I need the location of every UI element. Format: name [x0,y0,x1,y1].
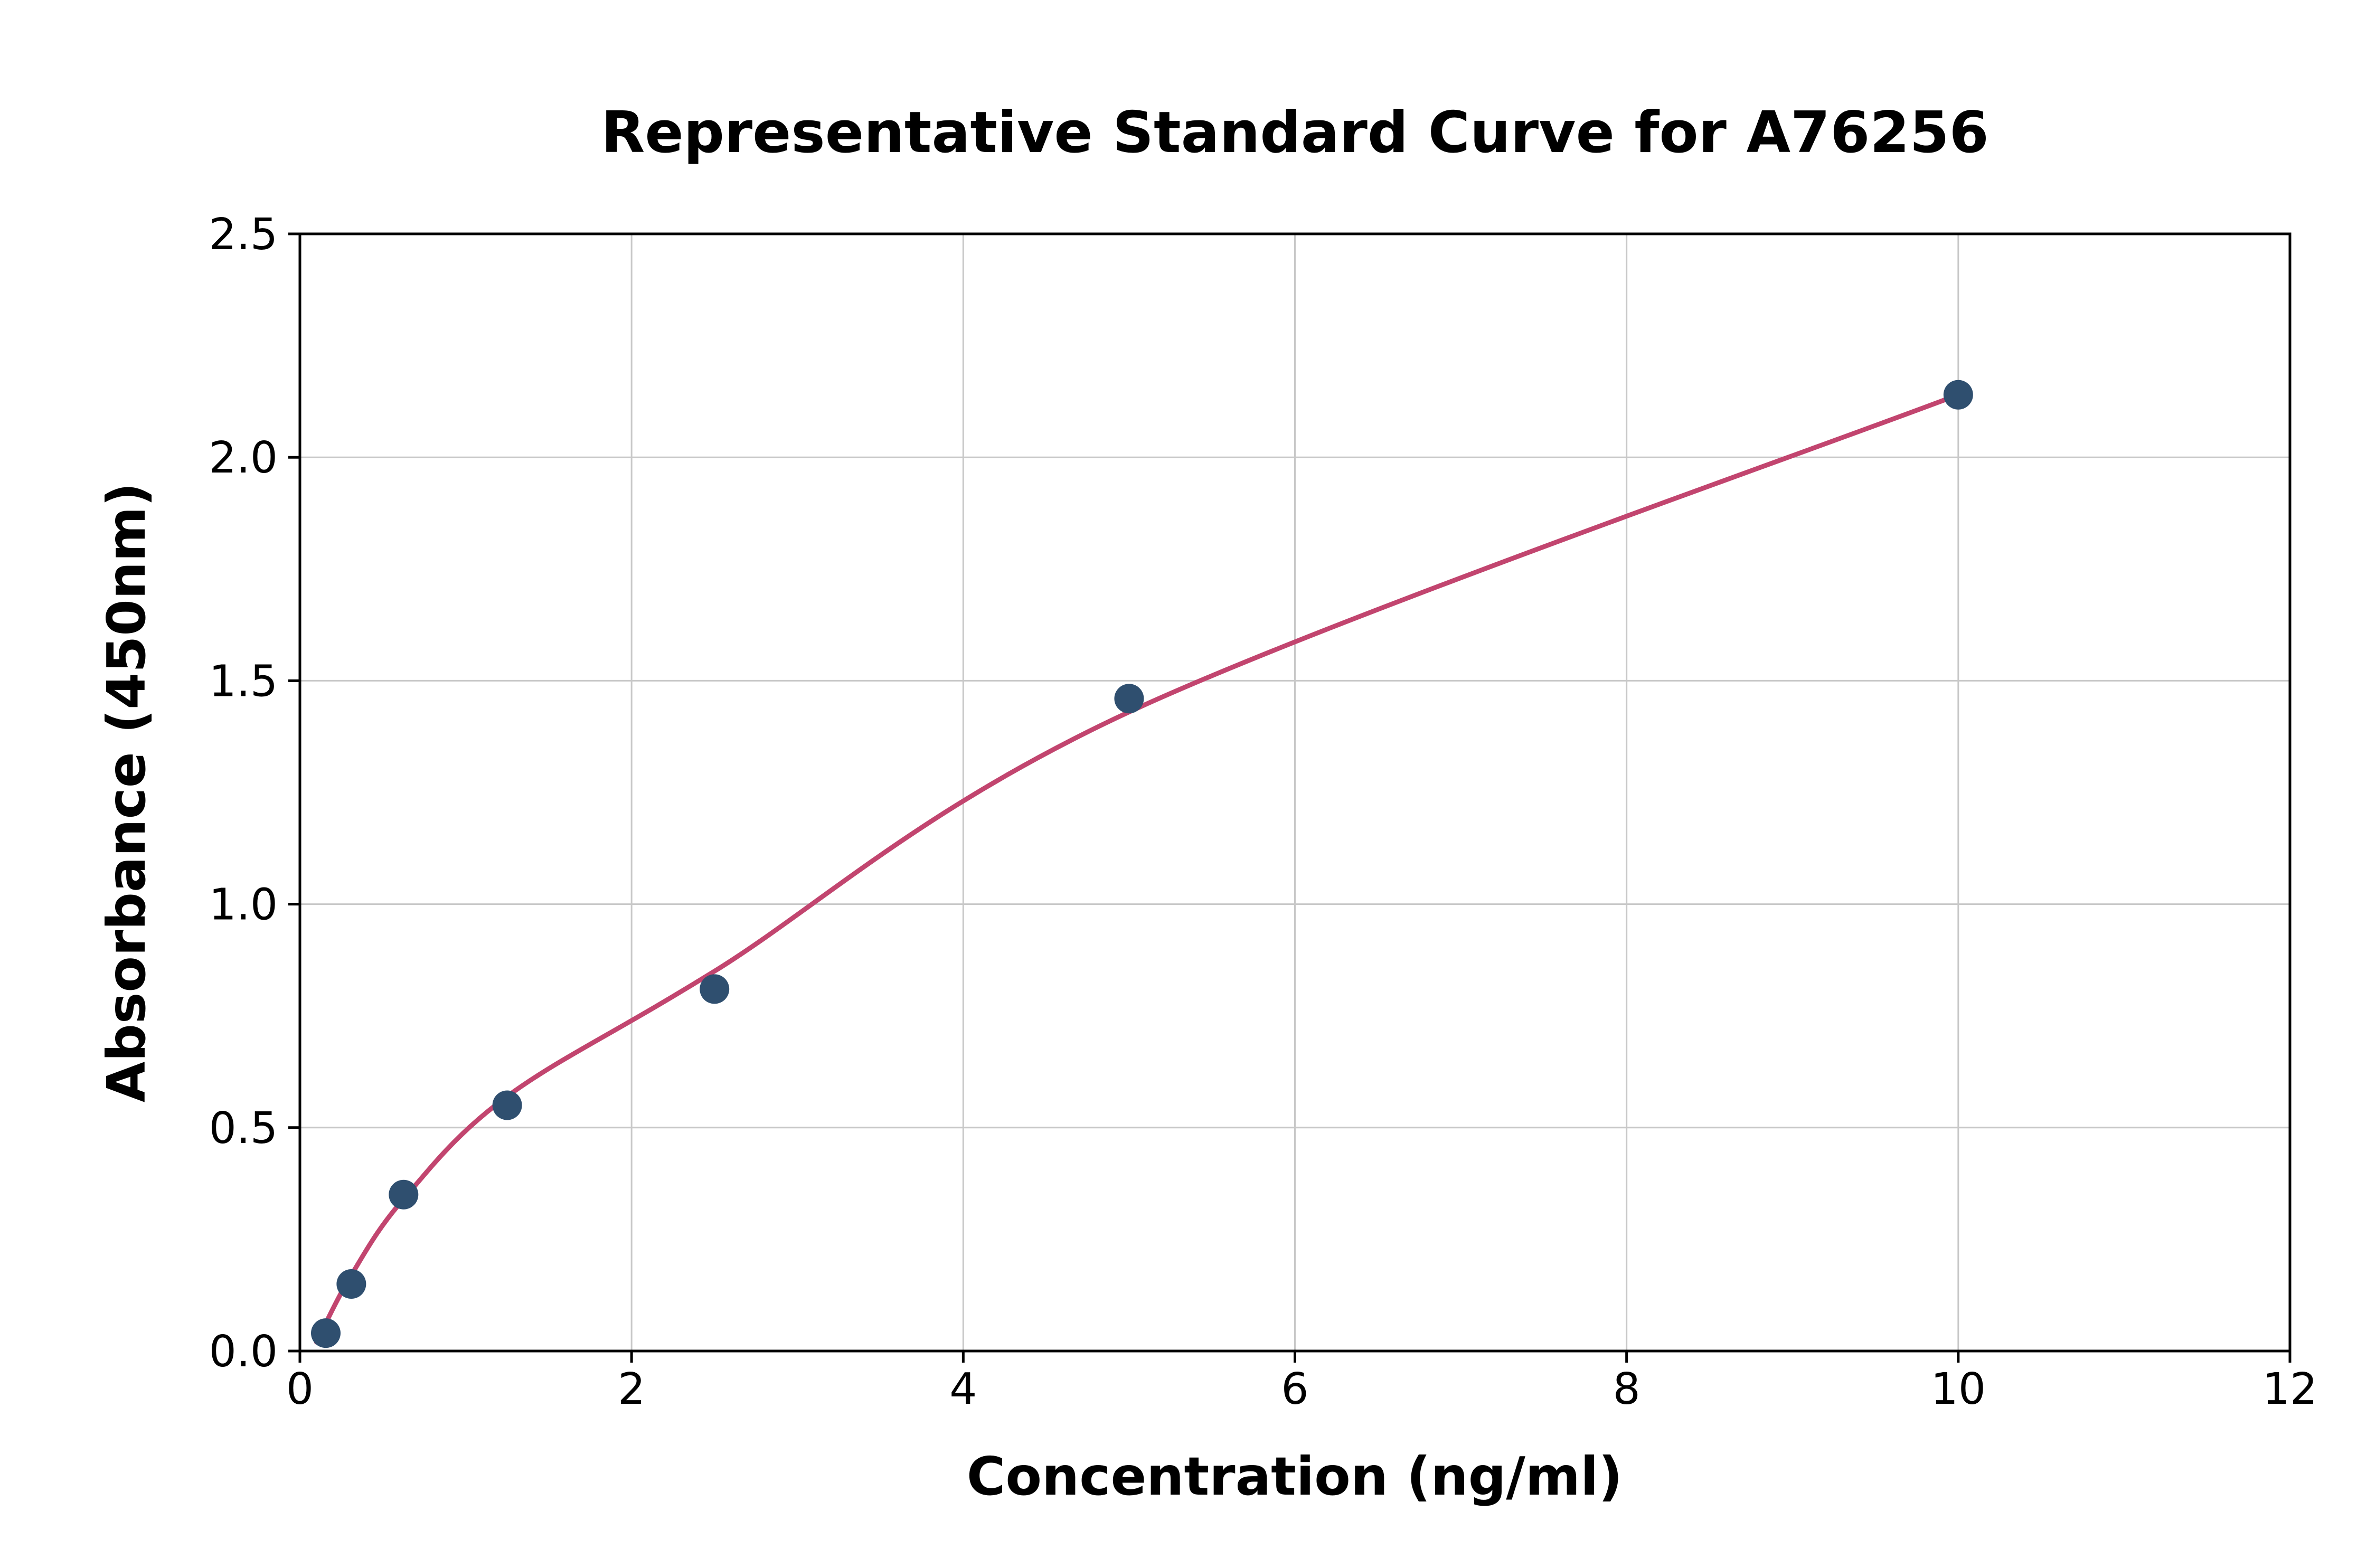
data-point [336,1269,366,1299]
y-tick-label: 0.0 [209,1327,278,1377]
data-point [1114,684,1144,714]
data-point [310,1318,341,1348]
chart-title: Representative Standard Curve for A76256 [601,100,1989,166]
y-tick-label: 0.5 [209,1103,278,1154]
y-tick-label: 2.5 [209,210,278,260]
y-tick-label: 2.0 [209,433,278,483]
x-tick-label: 10 [1931,1364,1986,1414]
data-point [492,1090,522,1120]
x-tick-label: 0 [286,1364,314,1414]
y-tick-label: 1.5 [209,656,278,706]
x-tick-label: 4 [949,1364,977,1414]
data-point [1943,380,1973,410]
data-point [389,1179,419,1210]
y-axis-label: Absorbance (450nm) [96,482,157,1103]
x-axis-label: Concentration (ng/ml) [966,1446,1623,1507]
data-point [700,974,730,1004]
y-tick-label: 1.0 [209,880,278,930]
x-tick-label: 8 [1613,1364,1640,1414]
x-tick-label: 6 [1281,1364,1308,1414]
fit-curve [314,392,1961,1345]
x-tick-label: 2 [618,1364,645,1414]
x-tick-label: 12 [2262,1364,2317,1414]
